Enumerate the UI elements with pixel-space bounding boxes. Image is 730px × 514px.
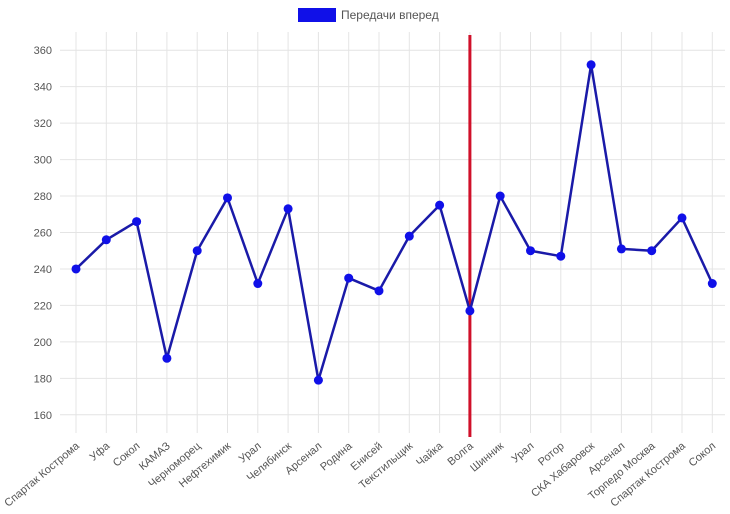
x-tick-label: Урал bbox=[509, 440, 536, 465]
x-tick-label: Текстильщик bbox=[357, 440, 415, 492]
data-point[interactable] bbox=[677, 213, 687, 223]
y-tick-label: 180 bbox=[34, 373, 52, 385]
data-point[interactable] bbox=[404, 231, 414, 241]
y-tick-label: 280 bbox=[34, 191, 52, 203]
y-tick-label: 320 bbox=[34, 118, 52, 130]
data-point[interactable] bbox=[253, 279, 263, 289]
x-tick-label: Спартак Кострома bbox=[2, 440, 82, 510]
x-tick-label: Родина bbox=[318, 440, 355, 474]
data-point[interactable] bbox=[707, 279, 717, 289]
grid bbox=[60, 32, 725, 433]
y-tick-label: 360 bbox=[34, 45, 52, 57]
data-point[interactable] bbox=[132, 217, 142, 227]
data-point[interactable] bbox=[616, 244, 626, 254]
data-point[interactable] bbox=[192, 246, 202, 256]
legend[interactable]: Передачи вперед bbox=[298, 8, 439, 22]
legend-label[interactable]: Передачи вперед bbox=[341, 8, 439, 22]
axes: 160 180 200 220 240 260 280 300 320 340 360 Спартак… bbox=[2, 45, 718, 509]
data-point[interactable] bbox=[223, 193, 232, 203]
y-tick-label: 200 bbox=[34, 337, 52, 349]
y-tick-label: 260 bbox=[34, 228, 52, 240]
x-tick-label: Уфа bbox=[88, 440, 113, 464]
data-point[interactable] bbox=[465, 306, 475, 316]
legend-swatch[interactable] bbox=[298, 8, 336, 22]
y-tick-label: 160 bbox=[34, 410, 52, 422]
data-point[interactable] bbox=[101, 235, 111, 245]
data-point[interactable] bbox=[526, 246, 535, 256]
data-point[interactable] bbox=[647, 246, 657, 256]
y-tick-label: 220 bbox=[34, 300, 52, 312]
x-tick-label: Шинник bbox=[468, 440, 506, 475]
series-layer bbox=[71, 60, 717, 385]
data-point[interactable] bbox=[374, 286, 384, 296]
data-point[interactable] bbox=[162, 353, 172, 363]
y-tick-label: 300 bbox=[34, 155, 52, 167]
x-tick-label: Чайка bbox=[414, 440, 446, 470]
series-line bbox=[75, 63, 714, 382]
data-point[interactable] bbox=[344, 273, 354, 283]
y-tick-label: 340 bbox=[34, 82, 52, 94]
data-point[interactable] bbox=[495, 191, 505, 201]
data-point[interactable] bbox=[435, 200, 445, 210]
data-point[interactable] bbox=[556, 251, 566, 261]
data-point[interactable] bbox=[283, 204, 293, 214]
y-tick-label: 240 bbox=[34, 264, 52, 276]
data-point[interactable] bbox=[586, 60, 596, 70]
data-point[interactable] bbox=[71, 264, 81, 274]
data-point[interactable] bbox=[313, 375, 323, 385]
x-tick-label: Сокол bbox=[687, 440, 719, 469]
